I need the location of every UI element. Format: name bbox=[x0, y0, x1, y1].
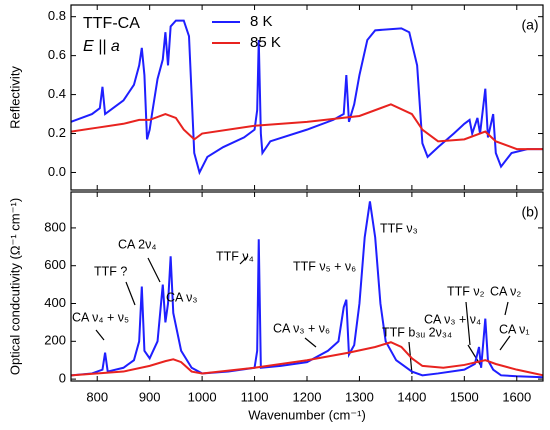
annotation: TTF b₃ᵤ 2ν₃₄ bbox=[382, 325, 452, 339]
y-tick-label: 600 bbox=[44, 257, 66, 272]
annotation: TTF ν₂ bbox=[447, 284, 485, 298]
y-tick-label: 400 bbox=[44, 295, 66, 310]
data-line bbox=[71, 103, 543, 151]
annotation: CA ν₃ bbox=[166, 290, 198, 304]
y-tick-label: 0.8 bbox=[48, 8, 66, 23]
legend-label: 8 K bbox=[250, 13, 273, 30]
data-line bbox=[71, 341, 543, 377]
plot-frame bbox=[70, 4, 544, 191]
x-tick-label: 1300 bbox=[345, 389, 374, 404]
data-line bbox=[71, 19, 543, 176]
y-tick-label: 0 bbox=[59, 371, 66, 386]
x-tick-label: 1400 bbox=[397, 389, 426, 404]
legend-label: 85 K bbox=[250, 34, 281, 51]
annotation: TTF ν₄ bbox=[216, 249, 254, 263]
chart-title: TTF-CA bbox=[83, 15, 140, 32]
y-tick-label: 200 bbox=[44, 333, 66, 348]
x-tick-label: 1100 bbox=[241, 389, 269, 404]
annotation: CA ν₄ + ν₅ bbox=[72, 310, 129, 324]
data-line bbox=[71, 201, 543, 379]
annotation: CA ν₂ bbox=[490, 284, 521, 298]
x-tick-label: 1000 bbox=[188, 389, 217, 404]
x-tick-label: 1200 bbox=[293, 389, 322, 404]
y-tick-label: 0.6 bbox=[48, 47, 66, 62]
x-tick-label: 1600 bbox=[502, 389, 531, 404]
annotation: CA ν₃ + ν₆ bbox=[273, 321, 330, 335]
x-axis-label: Wavenumber (cm⁻¹) bbox=[248, 407, 366, 422]
panel-label: (a) bbox=[521, 17, 538, 33]
x-tick-label: 900 bbox=[139, 389, 161, 404]
annotation: TTF ? bbox=[94, 264, 127, 278]
y-tick-label: 0.4 bbox=[48, 86, 66, 101]
annotation: TTF ν₃ bbox=[380, 221, 418, 235]
y-axis-label: Reflectivity bbox=[7, 66, 22, 129]
y-tick-label: 0.2 bbox=[48, 125, 66, 140]
x-tick-label: 800 bbox=[86, 389, 108, 404]
annotation: CA 2ν₄ bbox=[118, 237, 156, 251]
annotation: TTF ν₅ + ν₆ bbox=[293, 259, 356, 273]
y-tick-label: 800 bbox=[44, 219, 66, 234]
y-tick-label: 0.0 bbox=[48, 164, 66, 179]
x-tick-label: 1500 bbox=[450, 389, 479, 404]
annotation: CA ν₁ bbox=[499, 322, 530, 336]
y-axis-label: Optical condcutivity (Ω⁻¹ cm⁻¹) bbox=[7, 198, 22, 375]
panel-label: (b) bbox=[521, 204, 538, 220]
chart-subtitle: E || a bbox=[83, 38, 120, 55]
annotation: CA ν₃ + ν₄ bbox=[424, 312, 481, 326]
